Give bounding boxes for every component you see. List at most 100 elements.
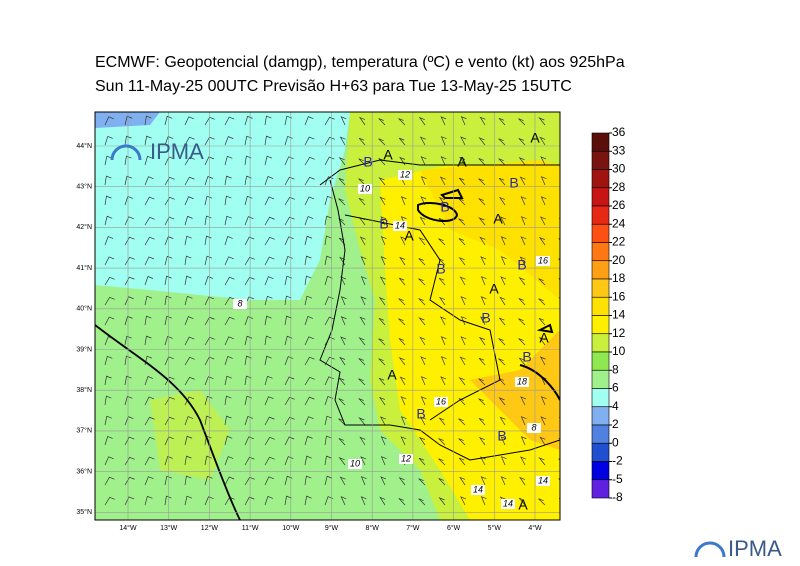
wind-barb [124,416,134,426]
lat-label: 42°N [76,223,92,231]
wind-barb [378,177,386,186]
wind-barb [224,316,235,326]
wind-barb [418,436,426,446]
colorbar-label: 26 [612,198,626,212]
wind-barb [500,456,507,466]
lat-label: 38°N [76,386,92,394]
wind-barb [378,396,386,406]
wind-barb [458,177,466,186]
wind-barb [438,478,446,486]
wind-barb [144,376,154,386]
wind-barb [85,357,94,365]
wind-barb [360,256,367,266]
wind-barb [284,495,292,506]
wind-barb [124,456,135,466]
wind-barb [264,456,275,466]
wind-barb [518,338,526,346]
wind-barb [284,156,294,166]
contour-label: 14 [395,220,405,230]
wind-barb [338,157,346,166]
wind-barb [244,375,252,386]
wind-barb [124,276,135,286]
lat-label: 43°N [76,183,92,191]
pressure-center: A [457,154,467,170]
wind-barb [399,99,405,105]
wind-barb [204,376,214,386]
wind-barb [479,456,486,466]
wind-barb [460,296,467,306]
wind-barb [184,156,195,166]
wind-barb [499,317,506,326]
colorbar-swatch [591,169,610,189]
wind-barb [561,337,566,345]
wind-barb [85,117,95,125]
wind-barb [224,195,232,206]
wind-barb [340,316,347,326]
wind-barb [519,476,526,486]
wind-barb [518,118,526,126]
pressure-center: A [383,147,393,163]
wind-barb [244,216,254,226]
wind-barb [144,216,155,226]
wind-barb [558,497,560,500]
wind-barb [559,217,560,220]
wind-barb [478,378,486,386]
wind-barb [184,136,195,146]
wind-barb [458,457,466,466]
wind-barb [124,115,133,126]
wind-barb [305,96,312,105]
colorbar-label: 6 [612,381,619,395]
wind-barb [184,435,193,446]
wind-barb [85,256,92,265]
pressure-center: A [518,497,528,513]
wind-barb [539,356,546,366]
wind-barb [438,238,446,246]
wind-barb [518,497,526,506]
wind-barb [420,156,427,166]
wind-barb [244,316,254,326]
colorbar-label: 22 [612,235,626,249]
lon-label: 8°W [366,524,380,532]
wind-barb [358,116,366,126]
map-logo: IPMA [150,139,204,164]
pressure-center: B [481,310,490,326]
lon-label: 4°W [528,524,542,532]
colorbar-label: 18 [612,271,626,285]
wind-barb [559,196,560,198]
wind-barb [304,455,312,466]
wind-barb [85,477,93,485]
wind-barb [340,496,347,506]
colorbar-swatch [591,242,610,262]
wind-barb [164,376,175,386]
colorbar-swatch [591,278,610,298]
wind-barb [538,236,546,246]
wind-barb [184,336,195,346]
wind-barb [324,136,335,146]
wind-barb [360,496,367,506]
wind-barb [85,456,92,465]
wind-barb [480,296,487,306]
wind-barb [304,295,313,306]
wind-barb [418,478,426,486]
wind-barb [400,436,407,446]
contour-label-bg [501,499,515,509]
wind-barb [284,115,292,126]
wind-barb [104,135,113,146]
wind-barb [540,156,547,166]
wind-barb [538,498,546,506]
lon-label: 12°W [201,524,219,532]
wind-barb [520,416,527,426]
wind-barb [499,296,506,306]
wind-barb [184,376,195,386]
wind-barb [324,215,332,226]
wind-barb [204,255,213,266]
wind-barb [440,116,447,126]
wind-barb [304,216,314,226]
wind-barb [244,276,255,286]
wind-barb [420,376,427,386]
wind-barb [338,438,346,446]
wind-barb [440,136,447,146]
wind-barb [358,158,366,166]
wind-barb [558,297,560,300]
wind-barb [104,496,115,506]
